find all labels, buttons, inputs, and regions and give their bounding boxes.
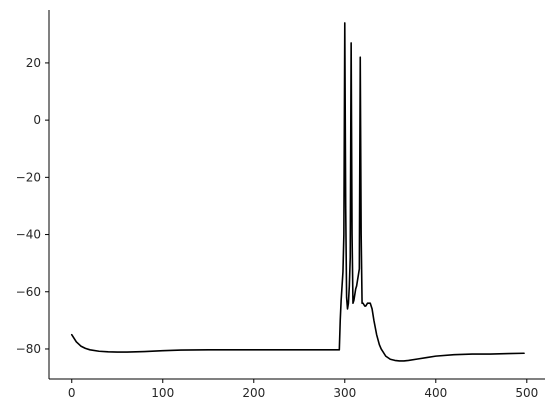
series-layer <box>70 22 525 362</box>
x-tick-label: 500 <box>515 386 538 400</box>
x-tick-label: 200 <box>242 386 265 400</box>
y-tick-label: −60 <box>16 285 41 299</box>
y-tick-label: 0 <box>33 113 41 127</box>
y-tick-label: −80 <box>16 342 41 356</box>
x-tick-label: 0 <box>68 386 76 400</box>
x-tick-label: 100 <box>151 386 174 400</box>
y-tick-label: 20 <box>26 56 41 70</box>
ticks-layer: 0 100 200 300 400 500 −80 −60 −40 −20 0 20 <box>16 56 539 400</box>
x-tick-label: 400 <box>424 386 447 400</box>
y-tick-label: −20 <box>16 170 41 184</box>
y-tick-label: −40 <box>16 228 41 242</box>
x-tick-label: 300 <box>333 386 356 400</box>
series-line <box>70 22 525 362</box>
